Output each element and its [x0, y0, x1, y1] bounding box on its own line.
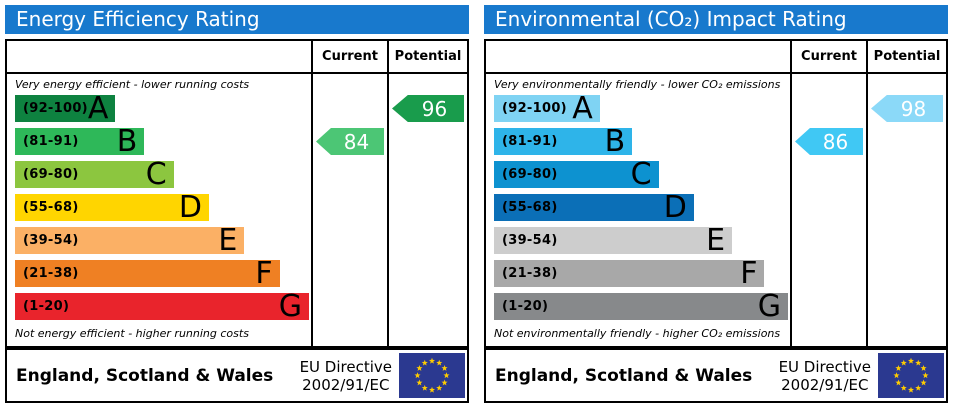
eu-flag-icon — [399, 353, 465, 398]
energy-panel-title: Energy Efficiency Rating — [5, 5, 469, 34]
energy-rating-table: Current Potential Very energy efficient … — [5, 39, 469, 348]
band-E: (39-54) E — [15, 222, 245, 258]
energy-band-chart: Very energy efficient - lower running co… — [7, 74, 311, 346]
band-range: (55-68) — [23, 200, 79, 215]
bottom-caption: Not environmentally friendly - higher CO… — [494, 327, 781, 340]
band-letter: C — [630, 156, 652, 192]
band-letter: B — [604, 123, 626, 159]
potential-column: 96 — [387, 74, 467, 346]
band-range: (81-91) — [23, 134, 79, 149]
energy-efficiency-panel: Energy Efficiency Rating Current Potenti… — [5, 5, 469, 403]
eu-directive-label: EU Directive 2002/91/EC — [779, 358, 871, 394]
band-F: (21-38) F — [15, 255, 280, 291]
co2-rating-table: Current Potential Very environmentally f… — [484, 39, 948, 348]
band-range: (21-38) — [502, 266, 558, 281]
potential-column-header: Potential — [387, 41, 467, 74]
band-range: (1-20) — [502, 299, 549, 314]
band-A: (92-100) A — [15, 90, 115, 126]
potential-column: 98 — [866, 74, 946, 346]
band-range: (55-68) — [502, 200, 558, 215]
potential-column-header: Potential — [866, 41, 946, 74]
current-rating-arrow: 86 — [795, 128, 863, 155]
co2-impact-panel: Environmental (CO₂) Impact Rating Curren… — [484, 5, 948, 403]
band-F: (21-38) F — [494, 255, 765, 291]
current-rating-arrow: 84 — [316, 128, 384, 155]
band-range: (81-91) — [502, 134, 558, 149]
current-column-header: Current — [311, 41, 387, 74]
directive-line1: EU Directive — [299, 357, 392, 376]
directive-line1: EU Directive — [778, 357, 871, 376]
band-list: (92-100) A (81-91) B (69-80) C (55-68) D (39-54)… — [15, 90, 309, 324]
bottom-caption: Not energy efficient - higher running co… — [15, 327, 249, 340]
top-caption: Very environmentally friendly - lower CO… — [494, 78, 781, 91]
band-range: (21-38) — [23, 266, 79, 281]
band-range: (69-80) — [23, 167, 79, 182]
directive-line2: 2002/91/EC — [302, 375, 390, 394]
band-letter: A — [87, 90, 109, 126]
current-column: 84 — [311, 74, 387, 346]
band-C: (69-80) C — [494, 156, 659, 192]
band-range: (39-54) — [502, 233, 558, 248]
header-blank-cell — [486, 41, 790, 74]
band-A: (92-100) A — [494, 90, 600, 126]
header-blank-cell — [7, 41, 311, 74]
eu-directive-label: EU Directive 2002/91/EC — [300, 358, 392, 394]
band-range: (92-100) — [23, 101, 88, 116]
energy-panel-footer: England, Scotland & Wales EU Directive 2… — [5, 348, 469, 403]
band-range: (39-54) — [23, 233, 79, 248]
band-letter: E — [706, 222, 726, 258]
band-C: (69-80) C — [15, 156, 174, 192]
band-letter: G — [278, 288, 302, 324]
band-letter: D — [663, 189, 687, 225]
eu-flag-icon — [878, 353, 944, 398]
current-column-header: Current — [790, 41, 866, 74]
band-letter: D — [178, 189, 203, 225]
co2-panel-footer: England, Scotland & Wales EU Directive 2… — [484, 348, 948, 403]
band-range: (69-80) — [502, 167, 558, 182]
band-G: (1-20) G — [494, 288, 788, 324]
band-list: (92-100) A (81-91) B (69-80) C (55-68) D (39-54)… — [494, 90, 788, 324]
band-letter: B — [116, 123, 138, 159]
band-letter: F — [255, 255, 273, 291]
band-G: (1-20) G — [15, 288, 309, 324]
top-caption: Very energy efficient - lower running co… — [15, 78, 250, 91]
band-letter: C — [145, 156, 167, 192]
potential-rating-arrow: 98 — [871, 95, 943, 122]
potential-rating-arrow: 96 — [392, 95, 464, 122]
co2-panel-title: Environmental (CO₂) Impact Rating — [484, 5, 948, 34]
co2-band-chart: Very environmentally friendly - lower CO… — [486, 74, 790, 346]
band-B: (81-91) B — [15, 123, 145, 159]
band-D: (55-68) D — [15, 189, 210, 225]
band-letter: A — [572, 90, 593, 126]
band-D: (55-68) D — [494, 189, 694, 225]
band-letter: G — [757, 288, 781, 324]
band-letter: F — [740, 255, 758, 291]
region-label: England, Scotland & Wales — [16, 365, 274, 386]
band-E: (39-54) E — [494, 222, 733, 258]
band-range: (92-100) — [502, 101, 567, 116]
band-B: (81-91) B — [494, 123, 633, 159]
band-range: (1-20) — [23, 299, 70, 314]
current-column: 86 — [790, 74, 866, 346]
directive-line2: 2002/91/EC — [781, 375, 869, 394]
region-label: England, Scotland & Wales — [495, 365, 753, 386]
band-letter: E — [218, 222, 238, 258]
